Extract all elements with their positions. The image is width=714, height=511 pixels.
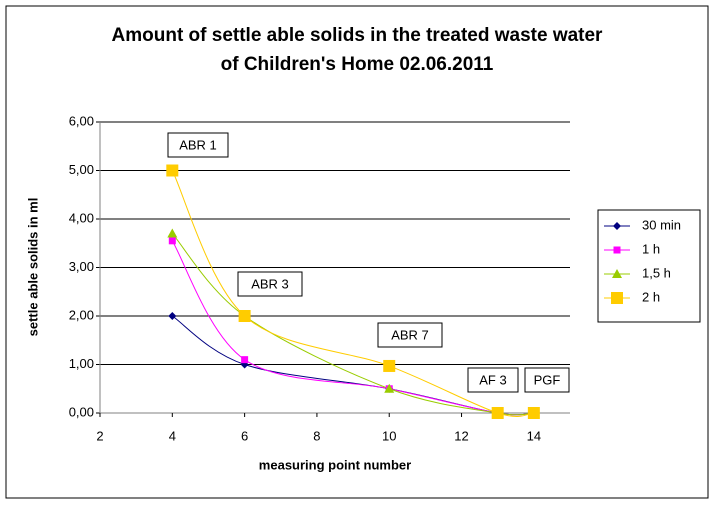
annotation: AF 3 xyxy=(479,372,506,387)
marker xyxy=(383,359,396,372)
marker xyxy=(168,237,176,245)
y-tick-label: 4,00 xyxy=(69,210,94,225)
marker xyxy=(166,164,179,177)
y-tick-label: 5,00 xyxy=(69,162,94,177)
marker xyxy=(613,222,621,230)
x-axis-label: measuring point number xyxy=(259,457,411,472)
legend-label: 1,5 h xyxy=(642,265,671,280)
y-tick-label: 2,00 xyxy=(69,307,94,322)
legend-label: 30 min xyxy=(642,217,681,232)
marker xyxy=(612,269,622,278)
annotation-box xyxy=(524,367,570,393)
marker xyxy=(613,246,621,254)
annotation-box xyxy=(467,367,519,393)
x-tick-label: 10 xyxy=(382,428,396,443)
y-tick-label: 0,00 xyxy=(69,404,94,419)
x-tick-label: 8 xyxy=(313,428,320,443)
marker xyxy=(491,407,504,419)
x-tick-label: 12 xyxy=(454,428,468,443)
annotation: ABR 3 xyxy=(251,276,289,291)
x-tick-label: 4 xyxy=(169,428,176,443)
x-tick-label: 14 xyxy=(527,428,541,443)
marker xyxy=(167,228,178,238)
chart-title: Amount of settle able solids in the trea… xyxy=(112,25,604,46)
annotation-box xyxy=(377,322,443,348)
marker xyxy=(384,383,395,393)
chart-border xyxy=(5,5,709,499)
y-tick-label: 3,00 xyxy=(69,259,94,274)
marker xyxy=(527,407,540,419)
annotation: PGF xyxy=(534,372,561,387)
marker xyxy=(241,356,249,364)
y-axis-label: settle able solids in ml xyxy=(25,198,40,337)
y-tick-label: 1,00 xyxy=(69,356,94,371)
marker xyxy=(168,312,177,320)
annotation: ABR 7 xyxy=(391,327,429,342)
x-tick-label: 2 xyxy=(96,428,103,443)
y-tick-label: 6,00 xyxy=(69,113,94,128)
annotation: ABR 1 xyxy=(179,137,217,152)
legend-label: 1 h xyxy=(642,241,660,256)
annotation-box xyxy=(237,271,303,297)
chart-title: of Children's Home 02.06.2011 xyxy=(221,54,494,75)
legend-label: 2 h xyxy=(642,289,660,304)
marker xyxy=(611,292,623,304)
annotation-box xyxy=(167,132,229,158)
marker xyxy=(238,310,251,322)
x-tick-label: 6 xyxy=(241,428,248,443)
